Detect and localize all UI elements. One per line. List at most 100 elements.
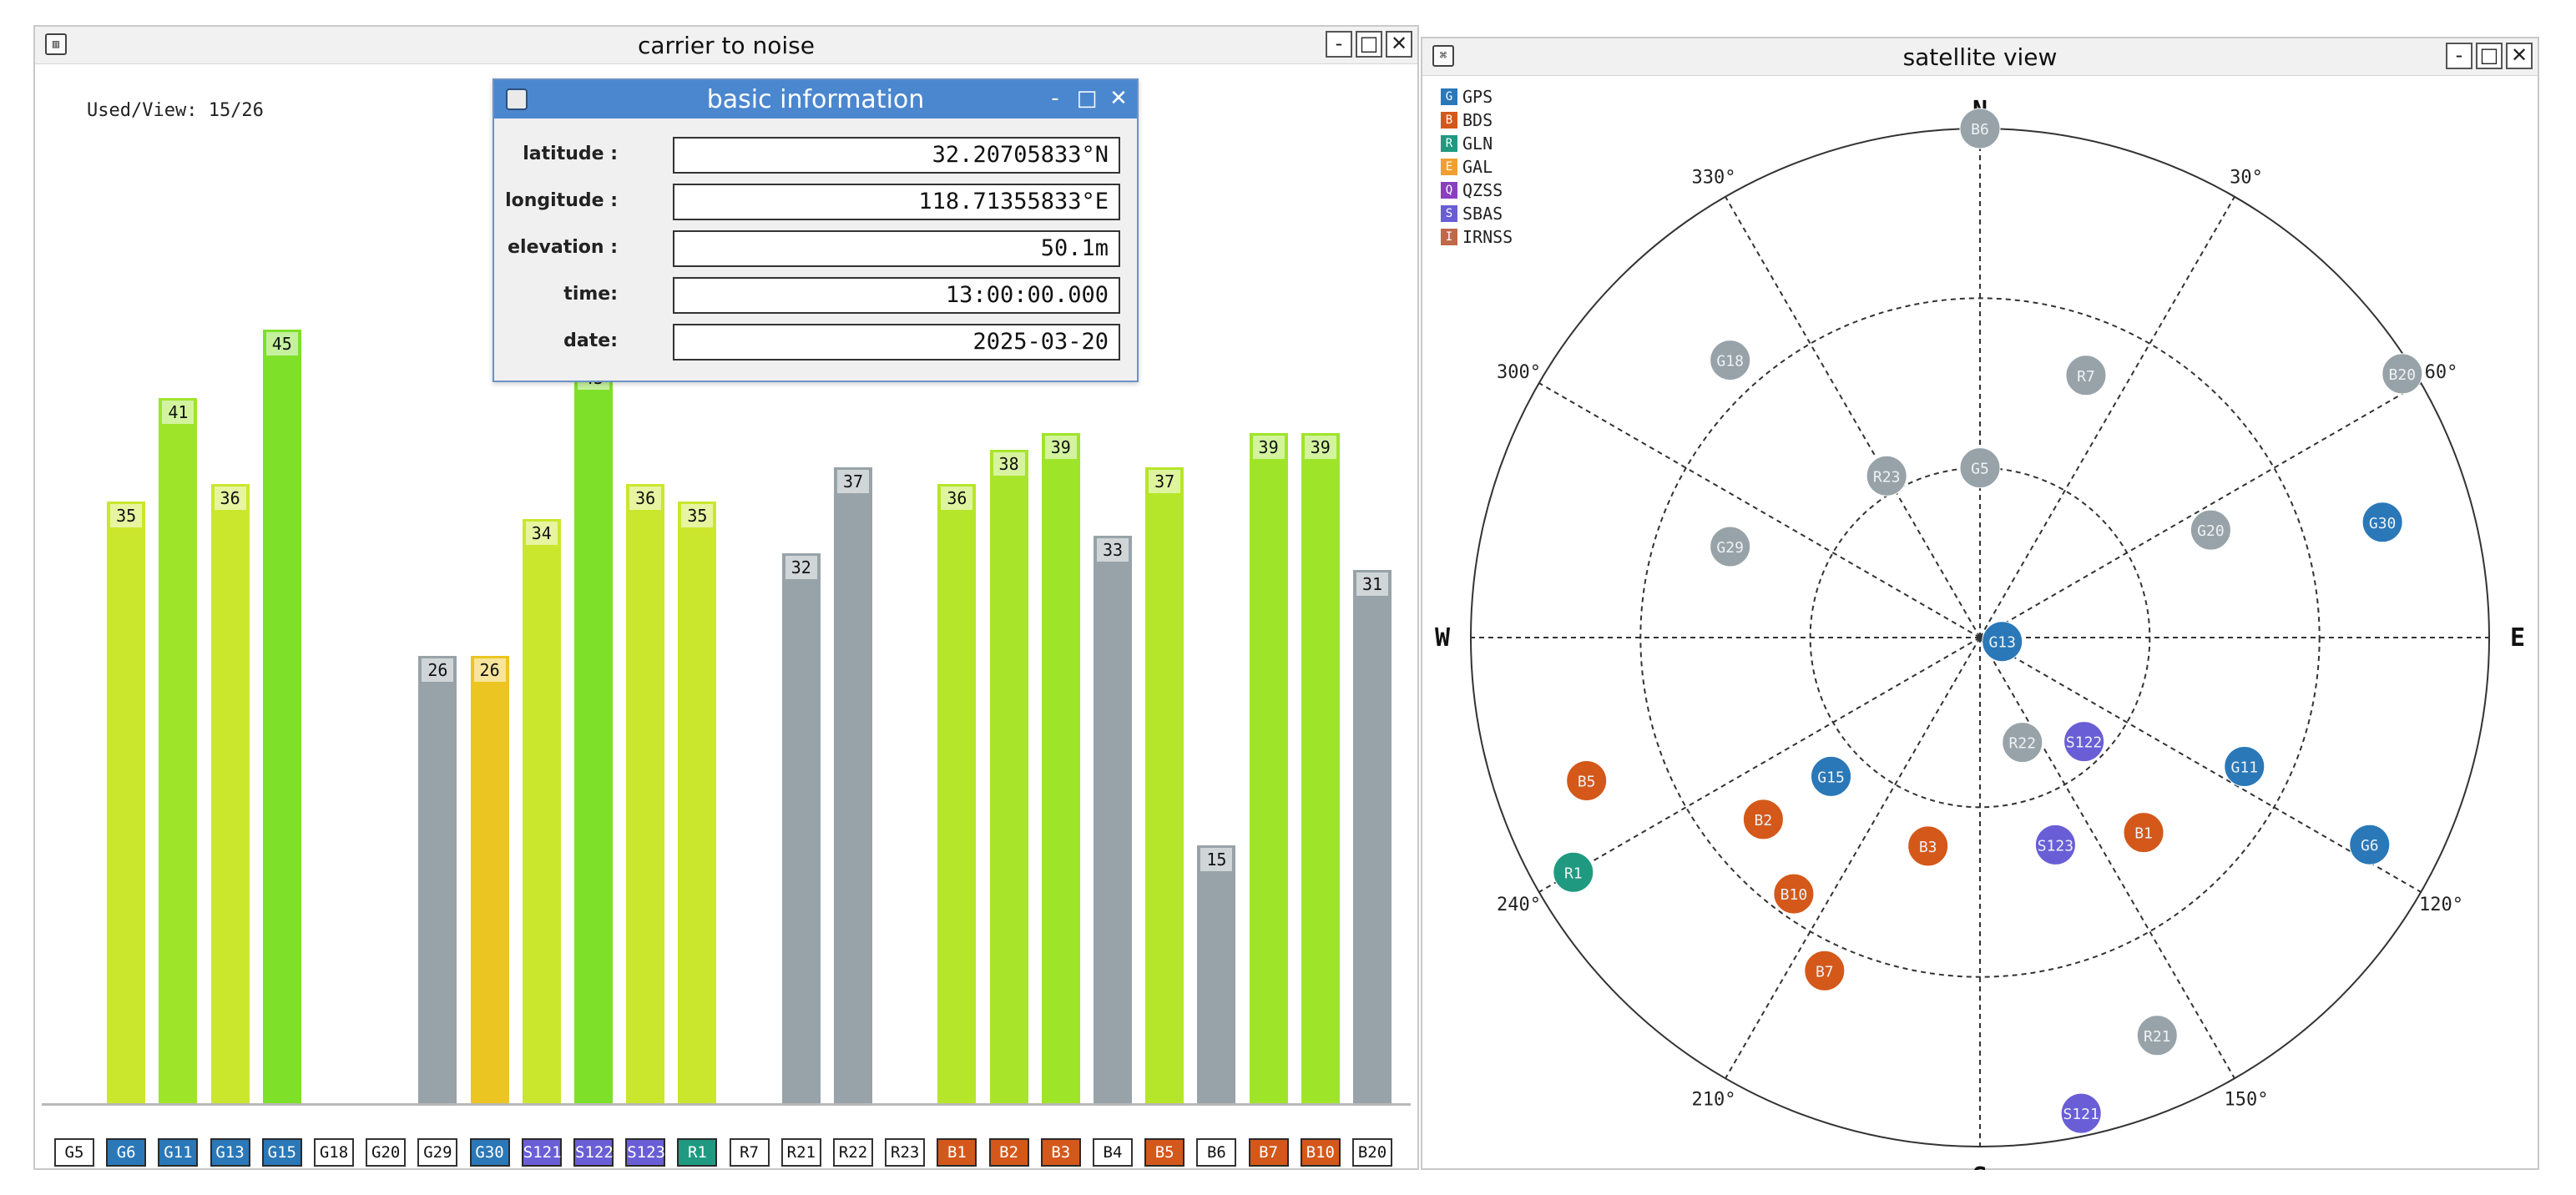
satellite-tick-label[interactable]: G6 <box>106 1138 147 1167</box>
sky-close-button[interactable]: ✕ <box>2506 43 2533 69</box>
satellite-marker[interactable] <box>1907 825 1949 867</box>
cn-bar-value: 35 <box>110 504 143 527</box>
cn-bar: 37 <box>834 466 872 1103</box>
satellite-tick-label[interactable]: G5 <box>54 1138 94 1167</box>
cn-bar: 26 <box>418 656 457 1103</box>
azimuth-spoke <box>1538 637 1981 893</box>
satellite-marker[interactable] <box>1773 873 1815 915</box>
satellite-marker[interactable] <box>1811 755 1852 797</box>
satellite-tick-label[interactable]: G29 <box>417 1138 458 1167</box>
cn-bar-value: 36 <box>214 487 246 511</box>
satellite-marker[interactable] <box>2002 722 2043 764</box>
satellite-marker[interactable] <box>2065 355 2107 396</box>
cn-bar: 39 <box>1041 432 1080 1103</box>
sky-window-title: satellite view <box>1902 43 2058 71</box>
satellite-label: S123 <box>2038 837 2073 855</box>
satellite-marker[interactable] <box>1566 760 1608 802</box>
satellite-marker[interactable] <box>2382 353 2423 395</box>
satellite-marker[interactable] <box>2060 1092 2102 1134</box>
satellite-marker[interactable] <box>2361 502 2403 543</box>
date-field[interactable]: 2025-03-20 <box>673 324 1120 361</box>
satellite-marker[interactable] <box>2034 824 2076 865</box>
azimuth-label: 60° <box>2425 362 2458 383</box>
satellite-tick-label[interactable]: G15 <box>261 1138 302 1167</box>
satellite-tick-label[interactable]: B1 <box>937 1138 977 1167</box>
azimuth-spoke <box>1538 382 1981 638</box>
satellite-marker[interactable] <box>2123 812 2164 854</box>
satellite-tick-label[interactable]: S121 <box>521 1138 562 1167</box>
satellite-label: G20 <box>2197 522 2225 540</box>
latitude-field[interactable]: 32.20705833°N <box>673 137 1120 174</box>
satellite-tick-label[interactable]: S122 <box>573 1138 614 1167</box>
satellite-tick-label[interactable]: R22 <box>833 1138 873 1167</box>
dialog-close-button[interactable]: ✕ <box>1109 86 1128 111</box>
cn-bar: 34 <box>522 518 561 1103</box>
dialog-maximize-button[interactable]: □ <box>1076 86 1098 111</box>
satellite-tick-label[interactable]: G13 <box>210 1138 250 1167</box>
sky-minimize-button[interactable]: - <box>2446 43 2472 69</box>
satellite-marker[interactable] <box>1710 340 1751 381</box>
satellite-tick-label[interactable]: R1 <box>677 1138 718 1167</box>
satellite-label: B3 <box>1919 839 1937 856</box>
sky-titlebar[interactable]: ⌘ satellite view - □ ✕ <box>1422 38 2538 76</box>
cn-bar-value: 37 <box>837 469 869 493</box>
cn-bar-value: 33 <box>1097 538 1129 562</box>
satellite-marker[interactable] <box>1710 526 1751 567</box>
dialog-titlebar[interactable]: basic information - □ ✕ <box>494 80 1137 118</box>
satellite-tick-label[interactable]: G30 <box>469 1138 510 1167</box>
sky-maximize-button[interactable]: □ <box>2476 43 2503 69</box>
satellite-label: B2 <box>1755 812 1773 829</box>
satellite-tick-label[interactable]: G11 <box>158 1138 199 1167</box>
azimuth-label: 210° <box>1692 1090 1736 1111</box>
legend-item-gps: G GPS <box>1441 85 1513 108</box>
dialog-minimize-button[interactable]: - <box>1051 86 1059 111</box>
satellite-label: R22 <box>2009 735 2037 753</box>
satellite-tick-label[interactable]: B2 <box>988 1138 1029 1167</box>
compass-s: S <box>1972 1162 1988 1170</box>
satellite-marker[interactable] <box>2136 1015 2178 1056</box>
constellation-legend: G GPS B BDS R GLN E GAL Q QZSS S SBAS I IRNSS <box>1441 85 1513 249</box>
longitude-field[interactable]: 118.71355833°E <box>673 184 1120 220</box>
cn-bar: 45 <box>262 330 301 1103</box>
satellite-tick-label[interactable]: B4 <box>1093 1138 1133 1167</box>
satellite-marker[interactable] <box>2224 746 2265 788</box>
cn-bar: 41 <box>159 398 198 1103</box>
close-button[interactable]: ✕ <box>1386 31 1412 58</box>
satellite-marker[interactable] <box>2349 824 2391 865</box>
satellite-marker[interactable] <box>1553 851 1594 893</box>
elevation-field[interactable]: 50.1m <box>673 230 1120 267</box>
satellite-tick-label[interactable]: G18 <box>314 1138 354 1167</box>
cn-bar-value: 39 <box>1044 435 1077 459</box>
satellite-tick-label[interactable]: B3 <box>1040 1138 1081 1167</box>
satellite-tick-label[interactable]: B7 <box>1248 1138 1289 1167</box>
satellite-marker[interactable] <box>1959 108 2001 149</box>
azimuth-label: 330° <box>1692 167 1736 188</box>
satellite-tick-label[interactable]: R7 <box>729 1138 770 1167</box>
satellite-tick-label[interactable]: B5 <box>1144 1138 1185 1167</box>
satellite-tick-label[interactable]: R21 <box>780 1138 821 1167</box>
cn-bar-value: 39 <box>1252 435 1285 459</box>
satellite-tick-label[interactable]: B6 <box>1196 1138 1237 1167</box>
satellite-marker[interactable] <box>1982 621 2023 663</box>
satellite-marker[interactable] <box>1804 950 1846 991</box>
satellite-tick-label[interactable]: S123 <box>625 1138 666 1167</box>
satellite-tick-label[interactable]: R23 <box>885 1138 926 1167</box>
azimuth-label: 30° <box>2230 167 2263 188</box>
satellite-marker[interactable] <box>2190 509 2231 551</box>
maximize-button[interactable]: □ <box>1356 31 1382 58</box>
azimuth-label: 240° <box>1497 895 1541 915</box>
cn-titlebar[interactable]: ▥ carrier to noise - □ ✕ <box>35 27 1417 64</box>
satellite-marker[interactable] <box>1866 455 1907 497</box>
time-field[interactable]: 13:00:00.000 <box>673 277 1120 314</box>
satellite-label: R23 <box>1873 468 1901 486</box>
minimize-button[interactable]: - <box>1326 31 1352 58</box>
satellite-tick-label[interactable]: B10 <box>1300 1138 1341 1167</box>
legend-item-gln: R GLN <box>1441 132 1513 155</box>
satellite-tick-label[interactable]: G20 <box>366 1138 407 1167</box>
azimuth-spoke <box>1979 637 2235 1079</box>
satellite-marker[interactable] <box>1959 447 2001 489</box>
satellite-tick-label[interactable]: B20 <box>1352 1138 1392 1167</box>
sky-plot: NSEW30°60°120°150°210°240°300°330°B6G18B… <box>1435 96 2525 1170</box>
satellite-marker[interactable] <box>1742 799 1784 840</box>
satellite-marker[interactable] <box>2063 721 2105 763</box>
